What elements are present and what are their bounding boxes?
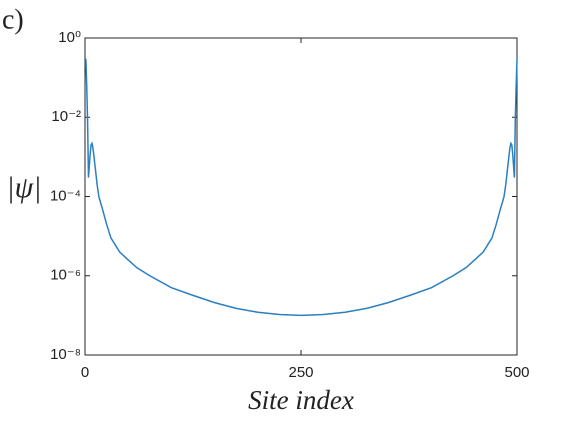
x-tick-label: 0 bbox=[81, 364, 89, 381]
data-line bbox=[85, 58, 518, 317]
panel-label: c) bbox=[2, 4, 24, 35]
y-tick-label: 10⁻⁸ bbox=[50, 346, 81, 363]
x-tick-label: 500 bbox=[504, 364, 529, 381]
x-axis-label: Site index bbox=[248, 385, 354, 415]
y-tick-label: 10⁻⁴ bbox=[50, 187, 81, 204]
x-tick-label: 250 bbox=[288, 364, 313, 381]
y-axis-label: |ψ| bbox=[6, 171, 41, 204]
y-tick-label: 10⁻² bbox=[51, 108, 81, 125]
y-tick-label: 10⁻⁶ bbox=[50, 267, 81, 284]
y-tick-label: 10⁰ bbox=[58, 29, 81, 46]
axes-box bbox=[84, 37, 518, 356]
